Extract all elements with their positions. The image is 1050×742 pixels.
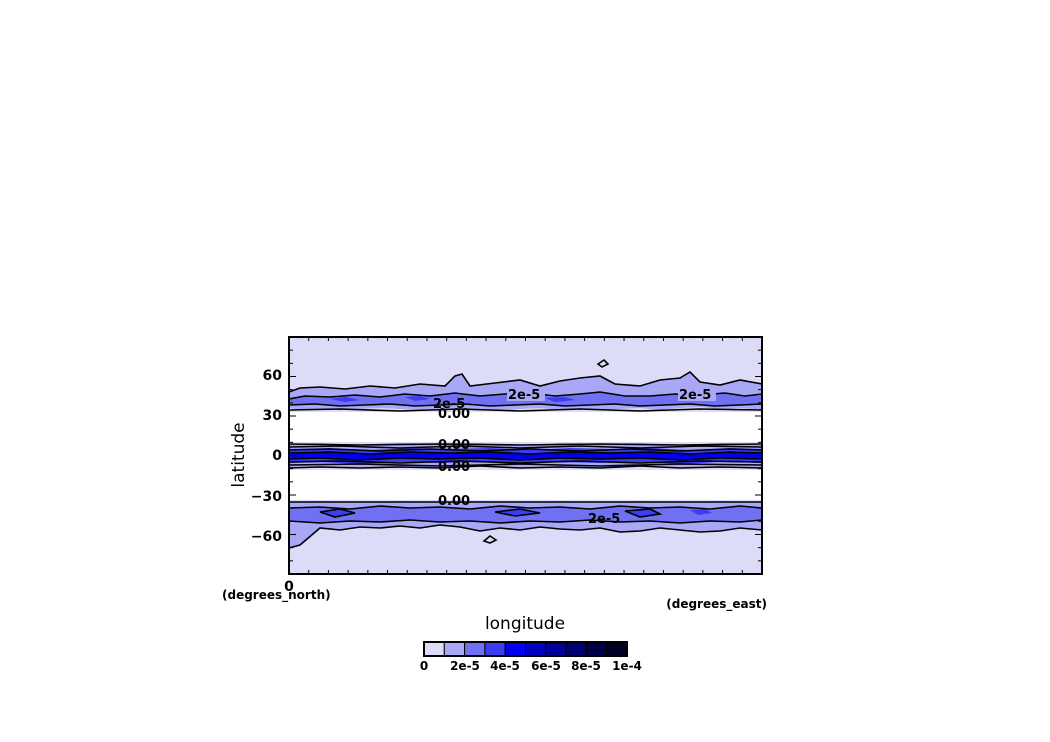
contour-labels: 2e-5 2e-5 2e-5 2e-5 0.00 0.00 0.00 0.00: [433, 387, 716, 527]
contour-label: 0.00: [438, 407, 470, 422]
contour-line: [482, 535, 498, 544]
colorbar-swatch: [423, 641, 445, 657]
contour-line: [624, 508, 663, 518]
contour-line: [289, 370, 762, 393]
colorbar-swatch: [484, 641, 506, 657]
contour-label-bg: [507, 387, 545, 401]
contour-line: [289, 463, 762, 467]
contour-line: [289, 460, 762, 464]
contour-label: 0.00: [438, 460, 470, 475]
colorbar-label: 4e-5: [490, 659, 520, 673]
contour-label: 2e-5: [679, 388, 711, 403]
contour-line: [289, 443, 762, 446]
x-tick-label: 0: [284, 579, 294, 595]
y-axis-units: (degrees_north): [222, 588, 331, 603]
contour-line: [289, 519, 762, 524]
contour-line: [289, 403, 762, 407]
y-tick-label: −30: [251, 489, 282, 505]
colorbar-label: 0: [420, 659, 428, 673]
y-tick-label: 30: [263, 408, 283, 424]
colorbar-swatch: [504, 641, 527, 657]
y-tick-label: 60: [263, 368, 283, 384]
colorbar-swatch: [585, 641, 608, 657]
contour-label: 0.00: [438, 494, 470, 509]
y-tick-label: 0: [272, 448, 282, 464]
colorbar-swatch: [565, 641, 587, 657]
y-tick-labels: 60 30 0 −30 −60: [251, 368, 282, 545]
contour-line: [289, 451, 762, 455]
contour-label: 0.00: [438, 438, 470, 453]
contour-label: 2e-5: [433, 397, 465, 412]
contour-line: [289, 505, 762, 510]
y-axis-title: latitude: [229, 422, 249, 487]
plot-area: [289, 337, 762, 574]
colorbar: [423, 641, 628, 657]
contour-label: 2e-5: [588, 512, 620, 527]
south-band-dark: [320, 509, 712, 517]
colorbar-label: 8e-5: [571, 659, 601, 673]
contour-lines: [289, 358, 762, 549]
south-zero-band: [289, 470, 762, 500]
colorbar-label: 2e-5: [450, 659, 480, 673]
contour-label: 2e-5: [508, 388, 540, 403]
contour-line: [289, 408, 762, 412]
x-axis-title: longitude: [485, 614, 565, 634]
contour-line: [289, 457, 762, 461]
colorbar-swatch: [443, 641, 466, 657]
north-zero-band: [289, 412, 762, 442]
contour-line: [289, 448, 762, 452]
colorbar-swatch: [606, 641, 628, 657]
x-axis-units: (degrees_east): [666, 597, 767, 612]
colorbar-swatch: [545, 641, 567, 657]
contour-line: [319, 508, 356, 518]
contour-line: [494, 508, 541, 517]
colorbar-label: 1e-4: [612, 659, 642, 673]
contour-line: [289, 465, 762, 469]
colorbar-frame: [423, 641, 628, 657]
y-tick-label: −60: [251, 529, 282, 545]
colorbar-label: 6e-5: [531, 659, 561, 673]
colorbar-labels: 0 2e-5 4e-5 6e-5 8e-5 1e-4: [420, 659, 642, 673]
contour-line: [289, 445, 762, 449]
tick-marks: [289, 337, 762, 574]
contour-line: [289, 524, 762, 549]
contour-line: [596, 358, 610, 368]
colorbar-swatch: [464, 641, 486, 657]
contour-label-bg: [678, 387, 716, 401]
colorbar-swatch: [525, 641, 547, 657]
